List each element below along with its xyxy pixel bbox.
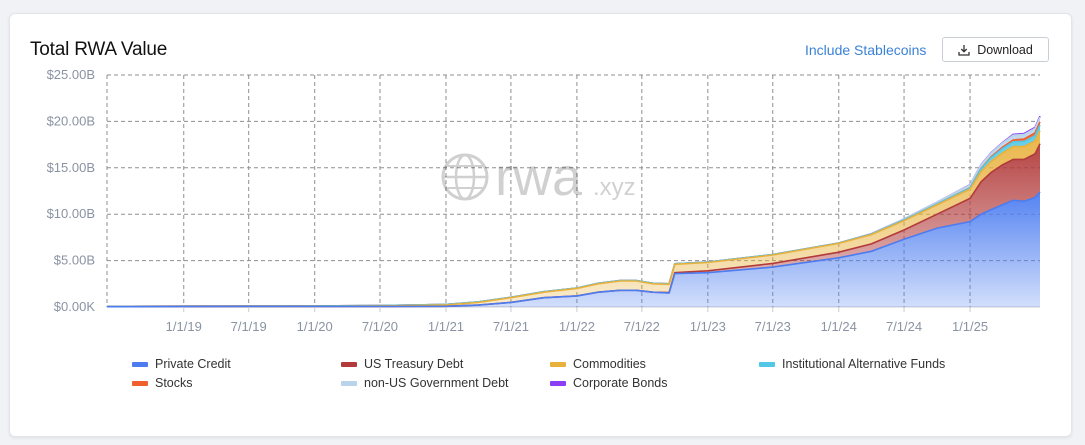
include-stablecoins-link[interactable]: Include Stablecoins xyxy=(805,42,927,58)
x-tick-label: 1/1/20 xyxy=(297,319,333,334)
legend-label: Corporate Bonds xyxy=(573,376,668,390)
x-axis: 1/1/19 7/1/19 1/1/20 7/1/20 1/1/21 7/1/21 1/1/… xyxy=(166,307,988,334)
line-private-credit xyxy=(106,191,1041,308)
legend-label: non-US Government Debt xyxy=(364,376,509,390)
legend-swatch xyxy=(132,361,148,367)
x-tick-label: 7/1/24 xyxy=(886,319,922,334)
legend-swatch xyxy=(550,380,566,386)
legend-item[interactable]: Corporate Bonds xyxy=(550,376,668,390)
legend-label: Private Credit xyxy=(155,357,231,371)
download-icon xyxy=(958,44,970,56)
legend-item[interactable]: Stocks xyxy=(132,376,193,390)
legend-item[interactable]: Private Credit xyxy=(132,357,231,371)
area-private-credit xyxy=(107,191,1040,307)
y-tick-label: $5.00B xyxy=(54,253,95,268)
download-label: Download xyxy=(977,42,1033,57)
legend-swatch xyxy=(550,361,566,367)
chart-card: Total RWA Value Include Stablecoins Down… xyxy=(9,13,1072,437)
legend-label: US Treasury Debt xyxy=(364,357,464,371)
legend-swatch xyxy=(341,361,357,367)
y-tick-label: $10.00B xyxy=(47,206,95,221)
x-tick-label: 1/1/19 xyxy=(166,319,202,334)
y-tick-label: $20.00B xyxy=(47,113,95,128)
x-tick-label: 7/1/22 xyxy=(624,319,660,334)
y-tick-label: $15.00B xyxy=(47,160,95,175)
legend-swatch xyxy=(341,380,357,386)
watermark-suffix: .xyz xyxy=(593,174,636,201)
legend-label: Stocks xyxy=(155,376,193,390)
y-tick-label: $0.00K xyxy=(54,299,96,314)
y-axis: $0.00K $5.00B $10.00B $15.00B $20.00B $25.00B xyxy=(47,67,96,314)
legend-swatch xyxy=(759,361,775,367)
watermark-main: rwa xyxy=(495,147,583,207)
x-tick-label: 7/1/21 xyxy=(493,319,529,334)
areas xyxy=(106,115,1041,308)
x-tick-label: 1/1/24 xyxy=(821,319,857,334)
legend-label: Institutional Alternative Funds xyxy=(782,357,946,371)
legend-item[interactable]: non-US Government Debt xyxy=(341,376,509,390)
legend-item[interactable]: Commodities xyxy=(550,357,646,371)
legend-swatch xyxy=(132,380,148,386)
legend-item[interactable]: Institutional Alternative Funds xyxy=(759,357,945,371)
x-tick-label: 7/1/19 xyxy=(231,319,267,334)
x-tick-label: 1/1/21 xyxy=(428,319,464,334)
x-tick-label: 1/1/22 xyxy=(559,319,595,334)
globe-icon xyxy=(441,153,489,201)
x-tick-label: 7/1/23 xyxy=(755,319,791,334)
download-button[interactable]: Download xyxy=(942,37,1049,62)
x-tick-label: 1/1/25 xyxy=(952,319,988,334)
rwa-area-chart: rwa .xyz $0.00K $5.00B $10.00B $15.00B $20.0… xyxy=(47,67,1041,334)
legend-item[interactable]: US Treasury Debt xyxy=(341,357,463,371)
x-tick-label: 1/1/23 xyxy=(690,319,726,334)
watermark: rwa .xyz xyxy=(441,147,636,207)
x-tick-label: 7/1/20 xyxy=(362,319,398,334)
chart-title: Total RWA Value xyxy=(30,39,168,60)
y-tick-label: $25.00B xyxy=(47,67,95,82)
legend-label: Commodities xyxy=(573,357,646,371)
line-commodities xyxy=(106,130,1041,308)
